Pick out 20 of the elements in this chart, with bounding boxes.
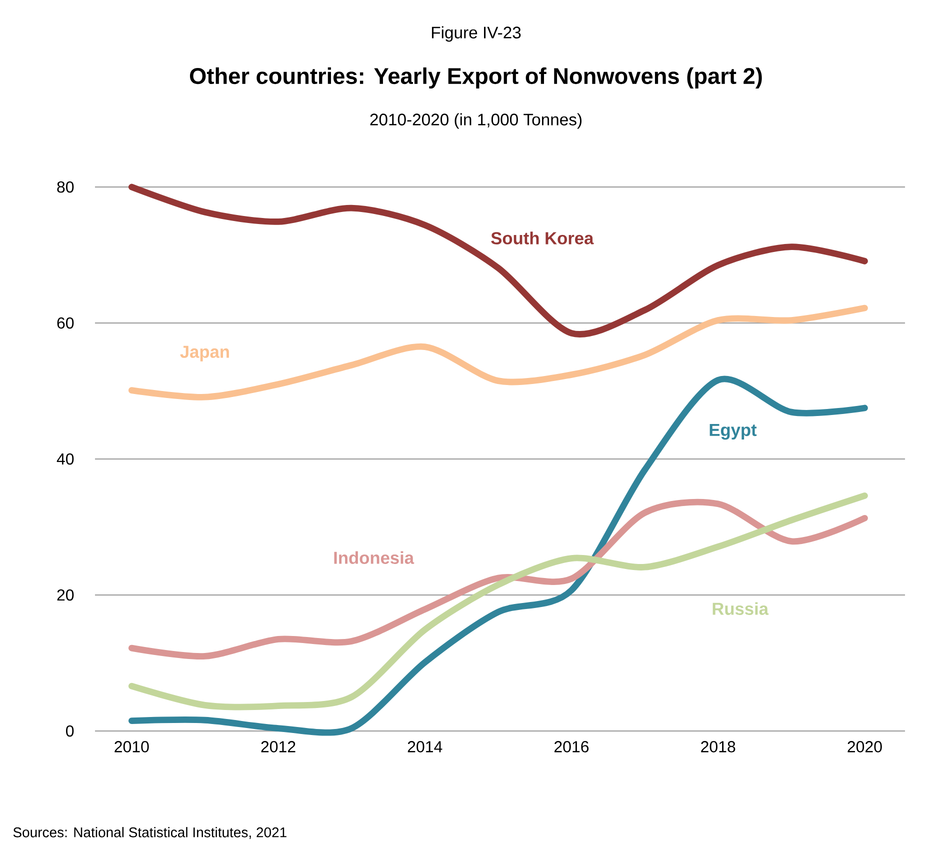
chart-subtitle: 2010-2020 (in 1,000 Tonnes) [370, 113, 582, 129]
y-tick-label: 0 [66, 725, 74, 737]
source-note: Sources: National Statistical Institutes, 2021 [13, 827, 286, 839]
text: Figure IV-23 [432, 26, 521, 42]
x-tick-label: 2012 [261, 741, 296, 752]
y-tick-label: 20 [57, 589, 74, 601]
y-tick-label: 60 [57, 317, 74, 329]
series-label: South Korea [491, 232, 594, 244]
series-label: Egypt [710, 424, 757, 440]
text: Russia [712, 602, 769, 615]
text: Indonesia [334, 551, 414, 564]
x-tick-label: 2018 [701, 741, 736, 752]
chart-title: Other countries: Yearly Export of Nonwovens (part 2) [190, 67, 762, 89]
x-tick-label: 2020 [848, 741, 882, 752]
x-tick-label: 2010 [114, 741, 149, 752]
y-tick-label: 80 [57, 181, 74, 193]
series-label: Japan [180, 346, 229, 362]
x-tick-label: 2016 [554, 741, 589, 752]
y-tick-label: 40 [56, 453, 74, 465]
x-tick-label: 2014 [408, 741, 442, 752]
